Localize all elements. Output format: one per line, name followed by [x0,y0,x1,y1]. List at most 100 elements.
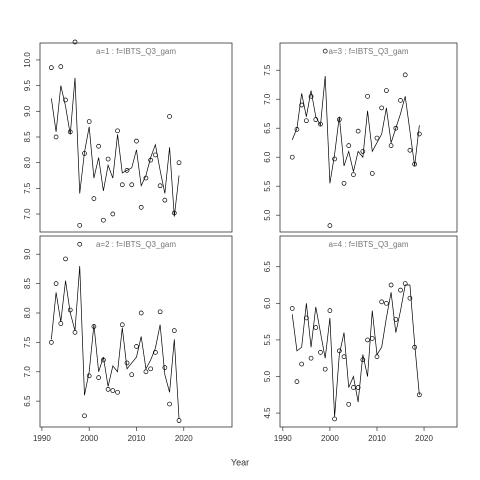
point [346,143,352,148]
x-tick-label: 1990 [33,434,51,443]
point [77,241,83,247]
point [105,387,111,392]
y-tick-label: 5.5 [263,334,272,346]
point [369,336,375,341]
y-tick-label: 5.5 [263,180,272,192]
point [167,114,172,119]
point [91,324,97,329]
point [53,134,59,140]
point [374,135,380,141]
point [379,299,385,305]
point [134,138,139,144]
point [398,98,403,103]
point [138,310,144,316]
point [58,64,64,69]
point [313,325,319,330]
panel [279,235,458,428]
x-tick-label: 2020 [175,434,193,443]
point [110,211,116,217]
point [171,328,177,333]
point [355,128,361,134]
y-tick-label: 9.5 [23,80,32,92]
point [299,361,305,367]
point [308,93,314,99]
point [388,143,394,148]
y-tick-label: 6.5 [263,122,272,134]
point [402,72,408,78]
point [393,317,399,322]
point [91,196,97,201]
point [393,125,399,131]
point [289,306,295,311]
x-tick-label: 2000 [80,434,98,443]
point [119,322,125,328]
point [351,172,356,177]
point [176,418,182,423]
point [63,97,68,103]
point [308,355,314,361]
x-tick-label: 2020 [415,434,433,443]
x-tick-label: 1990 [274,434,292,443]
point [332,156,337,162]
point [129,182,135,188]
y-tick-label: 6.5 [23,395,32,407]
y-tick-label: 8.0 [23,157,32,169]
y-tick-label: 8.0 [23,307,32,319]
point [115,389,120,395]
strip-title: a=2 : f=IBTS_Q3_gam [96,240,176,249]
y-tick-label: 6.5 [263,261,272,273]
point [327,308,333,313]
point [101,217,106,223]
fit-line [291,76,420,184]
point [369,171,375,176]
point [322,366,328,372]
y-tick-label: 7.5 [263,64,272,76]
point [82,413,87,419]
panel [39,42,233,233]
point [294,379,300,384]
panel [39,235,233,428]
point [167,401,172,407]
point [110,388,116,393]
point [407,295,413,301]
point [124,168,130,173]
x-axis-label: Year [231,457,249,467]
point [360,149,366,154]
point [86,373,92,379]
y-tick-label: 8.5 [23,131,32,143]
y-tick-label: 8.5 [23,277,32,289]
point [96,143,101,149]
point [289,154,295,160]
point [63,256,68,262]
point [407,147,413,153]
point [124,360,130,366]
x-tick-label: 2000 [321,434,339,443]
y-tick-label: 7.0 [23,208,32,220]
x-tick-label: 2010 [368,434,386,443]
strip-title: a=3 : f=IBTS_Q3_gam [328,47,408,56]
point [341,180,347,186]
point [48,65,54,71]
point [304,315,309,321]
point [365,93,370,99]
point [384,300,389,306]
point [58,321,64,326]
point [388,282,394,288]
y-tick-label: 6.0 [263,297,272,309]
y-tick-label: 7.0 [263,93,272,105]
y-tick-label: 9.0 [23,248,32,260]
point [346,401,352,407]
point [162,197,168,203]
point [384,88,389,93]
point [416,131,422,137]
fit-line [51,77,180,217]
point [327,223,333,228]
point [143,369,149,375]
panel [279,42,458,233]
point [332,416,337,422]
point [379,105,385,111]
y-tick-label: 4.5 [263,407,272,419]
point [318,350,323,355]
point [157,309,163,315]
point [48,340,54,345]
